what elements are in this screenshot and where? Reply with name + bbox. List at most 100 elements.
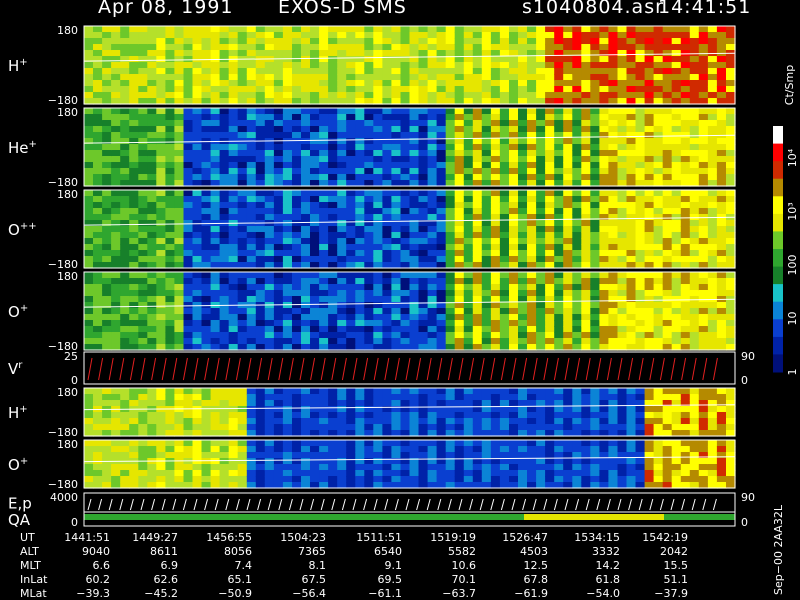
heatmap-cell (93, 232, 103, 239)
heatmap-cell (355, 92, 365, 99)
heatmap-cell (617, 74, 628, 81)
heatmap-cell (527, 256, 537, 263)
heatmap-cell (427, 244, 438, 251)
heatmap-cell (626, 98, 637, 105)
heatmap-cell (310, 44, 320, 51)
heatmap-cell (454, 256, 465, 263)
heatmap-cell (138, 108, 148, 115)
heatmap-cell (671, 120, 682, 127)
heatmap-cell (391, 68, 401, 75)
heatmap-cell (490, 56, 501, 63)
heatmap-cell (147, 302, 157, 309)
heatmap-cell (599, 452, 609, 459)
heatmap-cell (264, 326, 275, 333)
heatmap-cell (292, 214, 302, 221)
heatmap-cell (237, 162, 248, 169)
heatmap-cell (129, 190, 139, 197)
heatmap-cell (237, 214, 248, 221)
heatmap-cell (337, 144, 347, 151)
heatmap-cell (364, 180, 374, 187)
heatmap-cell (93, 38, 103, 45)
heatmap-cell (156, 238, 166, 245)
heatmap-cell (273, 250, 284, 257)
heatmap-cell (138, 174, 148, 181)
heatmap-cell (726, 308, 736, 315)
heatmap-cell (680, 108, 691, 115)
heatmap-cell (671, 80, 682, 87)
heatmap-cell (409, 144, 420, 151)
heatmap-cell (292, 68, 302, 75)
heatmap-cell (463, 440, 474, 447)
heatmap-cell (689, 394, 700, 401)
heatmap-cell (572, 156, 582, 163)
heatmap-cell (337, 120, 347, 127)
heatmap-cell (481, 156, 492, 163)
heatmap-cell (490, 238, 501, 245)
heatmap-cell (129, 326, 139, 333)
heatmap-cell (418, 50, 429, 57)
heatmap-cell (273, 196, 284, 203)
heatmap-cell (707, 92, 718, 99)
heatmap-cell (282, 232, 293, 239)
heatmap-cell (84, 220, 94, 227)
heatmap-cell (147, 400, 157, 407)
heatmap-cell (509, 458, 519, 465)
heatmap-cell (726, 256, 736, 263)
heatmap-cell (427, 344, 438, 351)
heatmap-cell (536, 150, 546, 157)
heatmap-cell (454, 406, 465, 413)
heatmap-cell (581, 150, 591, 157)
heatmap-cell (527, 168, 537, 175)
heatmap-cell (237, 232, 248, 239)
heatmap-cell (174, 38, 184, 45)
heatmap-cell (590, 250, 600, 257)
heatmap-cell (301, 180, 311, 187)
heatmap-cell (310, 132, 320, 139)
heatmap-cell (210, 68, 221, 75)
heatmap-cell (518, 418, 528, 425)
heatmap-cell (454, 326, 465, 333)
heatmap-cell (138, 208, 148, 215)
heatmap-cell (527, 202, 537, 209)
heatmap-cell (391, 388, 401, 395)
heatmap-cell (355, 320, 365, 327)
heatmap-cell (436, 482, 447, 489)
heatmap-cell (653, 226, 664, 233)
heatmap-cell (237, 156, 248, 163)
heatmap-cell (192, 464, 203, 471)
heatmap-cell (581, 400, 591, 407)
heatmap-cell (644, 412, 655, 419)
heatmap-cell (545, 98, 555, 105)
heatmap-cell (391, 406, 401, 413)
heatmap-cell (138, 56, 148, 63)
heatmap-cell (210, 86, 221, 93)
heatmap-cell (599, 338, 609, 345)
heatmap-cell (518, 482, 528, 489)
heatmap-cell (545, 250, 555, 257)
heatmap-cell (391, 412, 401, 419)
heatmap-cell (328, 56, 338, 63)
heatmap-cell (273, 314, 284, 321)
heatmap-cell (400, 220, 411, 227)
heatmap-cell (499, 470, 510, 477)
heatmap-cell (228, 156, 239, 163)
heatmap-cell (463, 464, 474, 471)
heatmap-cell (129, 388, 139, 395)
heatmap-cell (563, 202, 573, 209)
heatmap-cell (590, 482, 600, 489)
heatmap-cell (716, 482, 727, 489)
heatmap-cell (165, 314, 175, 321)
heatmap-cell (608, 50, 618, 57)
heatmap-cell (608, 226, 618, 233)
heatmap-cell (689, 174, 700, 181)
heatmap-cell (707, 208, 718, 215)
heatmap-cell (246, 338, 257, 345)
heatmap-cell (527, 284, 537, 291)
heatmap-cell (138, 68, 148, 75)
heatmap-cell (264, 202, 275, 209)
heatmap-cell (499, 138, 510, 145)
heatmap-cell (319, 214, 329, 221)
heatmap-cell (671, 278, 682, 285)
heatmap-cell (102, 290, 112, 297)
heatmap-cell (590, 470, 600, 477)
